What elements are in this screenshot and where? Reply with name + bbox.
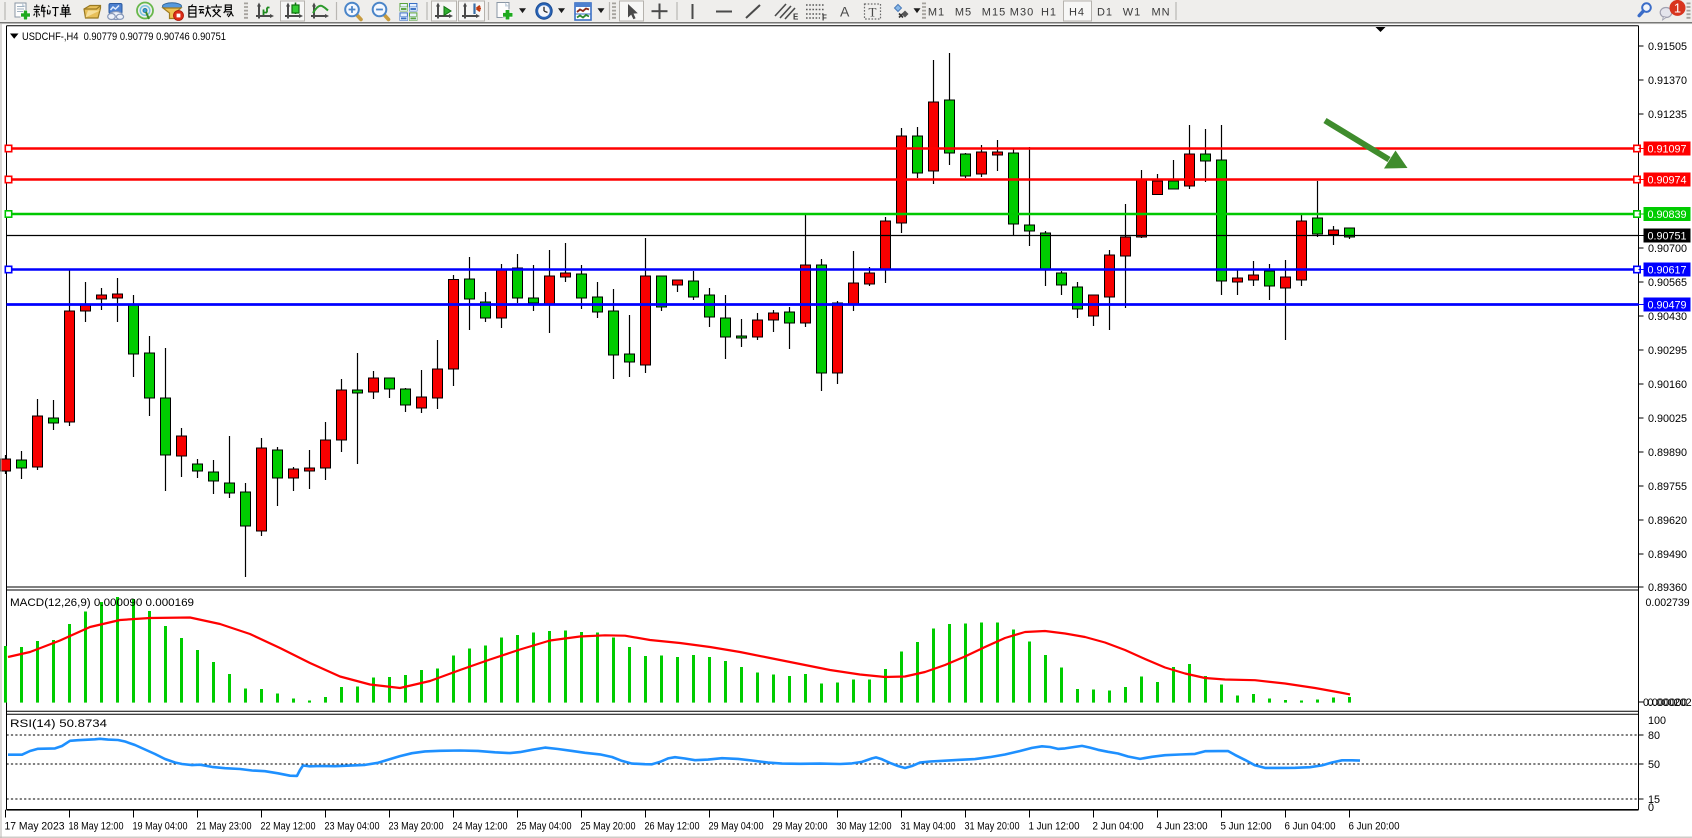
svg-text:MN: MN: [1151, 7, 1170, 19]
svg-text:0.90974: 0.90974: [1648, 175, 1687, 187]
svg-text:A: A: [840, 4, 850, 20]
svg-text:6 Jun 20:00: 6 Jun 20:00: [1349, 821, 1400, 833]
svg-text:RSI(14) 50.8734: RSI(14) 50.8734: [10, 718, 107, 730]
svg-text:M5: M5: [955, 7, 972, 19]
svg-text:E: E: [793, 13, 799, 22]
svg-text:M30: M30: [1010, 7, 1034, 19]
svg-text:23 May 04:00: 23 May 04:00: [325, 821, 380, 833]
svg-text:25 May 04:00: 25 May 04:00: [517, 821, 572, 833]
svg-text:29 May 04:00: 29 May 04:00: [709, 821, 764, 833]
svg-text:F: F: [822, 14, 827, 23]
svg-text:19 May 04:00: 19 May 04:00: [133, 821, 188, 833]
svg-text:22 May 12:00: 22 May 12:00: [261, 821, 316, 833]
svg-text:0.89620: 0.89620: [1648, 515, 1687, 527]
svg-text:6 Jun 04:00: 6 Jun 04:00: [1285, 821, 1336, 833]
svg-text:29 May 20:00: 29 May 20:00: [773, 821, 828, 833]
svg-text:0.90295: 0.90295: [1648, 345, 1687, 357]
svg-text:24 May 12:00: 24 May 12:00: [453, 821, 508, 833]
svg-text:0.91505: 0.91505: [1648, 41, 1687, 53]
svg-text:0.91235: 0.91235: [1648, 109, 1687, 121]
svg-text:0.90430: 0.90430: [1648, 311, 1687, 323]
svg-text:2 Jun 04:00: 2 Jun 04:00: [1093, 821, 1144, 833]
svg-text:H4: H4: [1069, 7, 1085, 19]
svg-text:0.000202: 0.000202: [1648, 697, 1692, 709]
svg-text:23 May 20:00: 23 May 20:00: [389, 821, 444, 833]
svg-text:D1: D1: [1097, 7, 1113, 19]
svg-text:H1: H1: [1041, 7, 1057, 19]
svg-text:T: T: [869, 5, 877, 20]
svg-text:MACD(12,26,9) 0.000090 0.00016: MACD(12,26,9) 0.000090 0.000169: [10, 597, 194, 609]
svg-text:0.89490: 0.89490: [1648, 549, 1687, 561]
svg-text:26 May 12:00: 26 May 12:00: [645, 821, 700, 833]
svg-text:1 Jun 12:00: 1 Jun 12:00: [1029, 821, 1080, 833]
svg-text:21 May 23:00: 21 May 23:00: [197, 821, 252, 833]
svg-text:30 May 12:00: 30 May 12:00: [837, 821, 892, 833]
svg-text:80: 80: [1648, 730, 1660, 742]
svg-text:0.90160: 0.90160: [1648, 379, 1687, 391]
svg-text:0.000000: 0.000000: [1643, 697, 1687, 709]
svg-text:0.90617: 0.90617: [1648, 265, 1687, 277]
svg-text:5 Jun 12:00: 5 Jun 12:00: [1221, 821, 1272, 833]
svg-text:31 May 20:00: 31 May 20:00: [965, 821, 1020, 833]
svg-text:W1: W1: [1123, 7, 1142, 19]
svg-text:15: 15: [1648, 794, 1660, 806]
svg-text:31 May 04:00: 31 May 04:00: [901, 821, 956, 833]
svg-text:0: 0: [1648, 802, 1654, 814]
svg-text:0.91370: 0.91370: [1648, 75, 1687, 87]
svg-text:0.90025: 0.90025: [1648, 413, 1687, 425]
svg-text:25 May 20:00: 25 May 20:00: [581, 821, 636, 833]
svg-text:17 May 2023: 17 May 2023: [5, 821, 65, 833]
svg-text:0.002739: 0.002739: [1646, 597, 1690, 609]
svg-text:0.90839: 0.90839: [1648, 209, 1687, 221]
svg-text:0.89360: 0.89360: [1648, 582, 1687, 594]
svg-text:M15: M15: [982, 7, 1006, 19]
svg-text:M1: M1: [928, 7, 945, 19]
svg-text:100: 100: [1648, 715, 1666, 727]
svg-text:0.91097: 0.91097: [1648, 144, 1687, 156]
svg-text:50: 50: [1648, 759, 1660, 771]
svg-text:18 May 12:00: 18 May 12:00: [69, 821, 124, 833]
svg-text:0.90565: 0.90565: [1648, 277, 1687, 289]
svg-text:USDCHF-,H4 0.90779 0.90779 0.: USDCHF-,H4 0.90779 0.90779 0.90746 0.907…: [22, 31, 226, 43]
svg-text:0.90700: 0.90700: [1648, 243, 1687, 255]
svg-text:0.90751: 0.90751: [1648, 231, 1687, 243]
svg-text:1: 1: [1674, 0, 1681, 15]
svg-text:0.90479: 0.90479: [1648, 300, 1687, 312]
svg-text:0.89755: 0.89755: [1648, 481, 1687, 493]
svg-text:4 Jun 23:00: 4 Jun 23:00: [1157, 821, 1208, 833]
svg-text:0.89890: 0.89890: [1648, 447, 1687, 459]
